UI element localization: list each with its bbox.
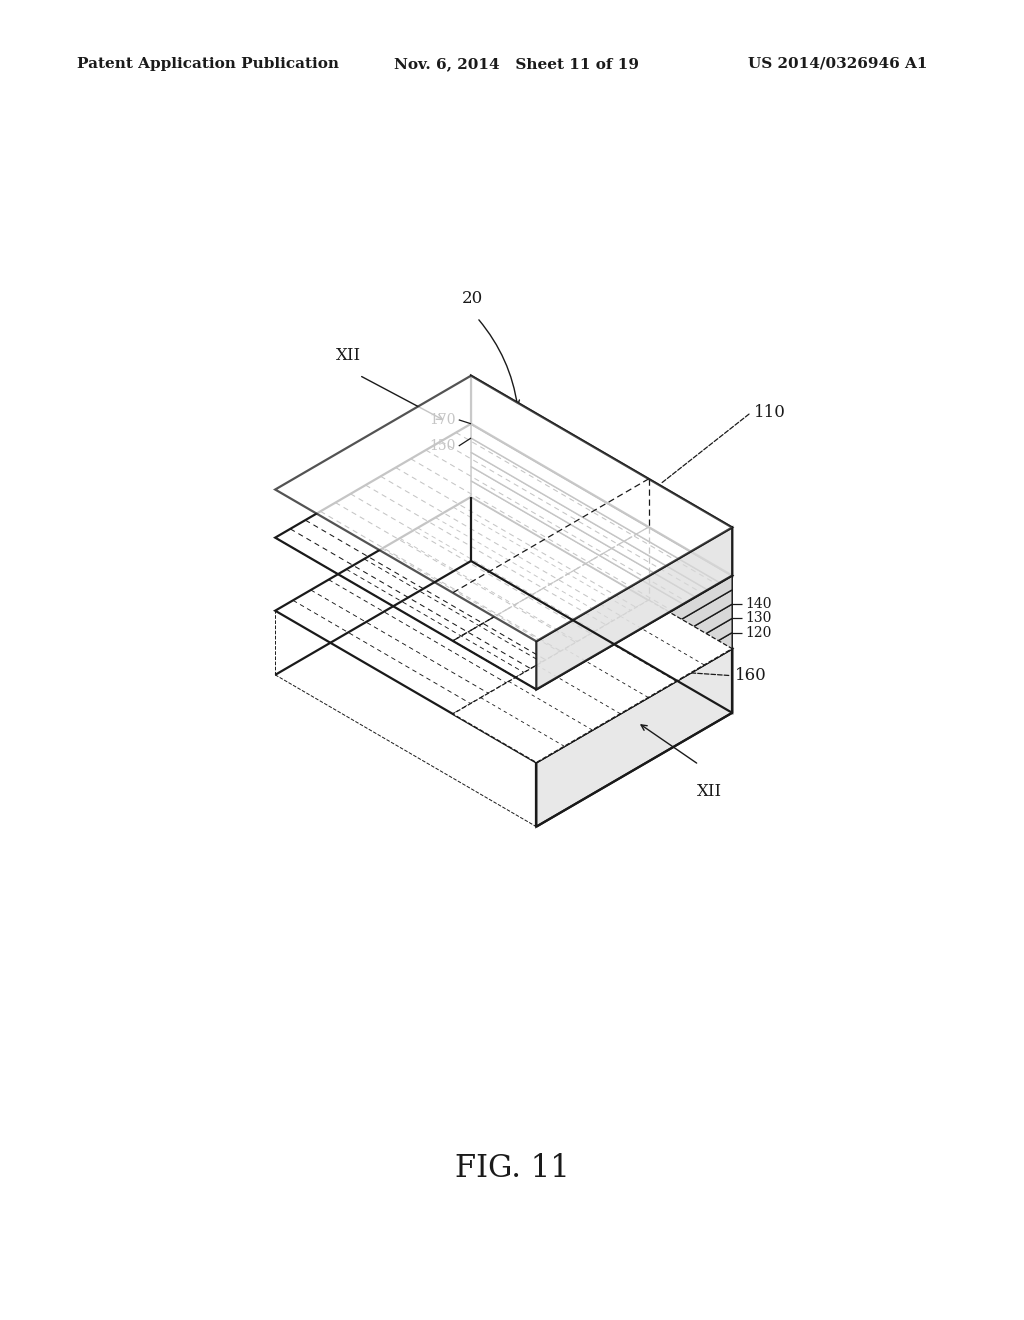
Polygon shape [453, 601, 732, 763]
Polygon shape [471, 424, 732, 590]
Text: US 2014/0326946 A1: US 2014/0326946 A1 [748, 57, 927, 71]
Text: 140: 140 [745, 597, 772, 611]
Text: 120: 120 [745, 626, 772, 640]
Polygon shape [537, 648, 732, 826]
Polygon shape [471, 376, 732, 576]
Text: 20: 20 [462, 290, 482, 308]
Text: XII: XII [696, 783, 722, 800]
Polygon shape [537, 528, 732, 689]
Text: 130: 130 [745, 611, 772, 626]
Text: Nov. 6, 2014   Sheet 11 of 19: Nov. 6, 2014 Sheet 11 of 19 [394, 57, 639, 71]
Polygon shape [537, 590, 732, 718]
Polygon shape [275, 496, 732, 763]
Polygon shape [471, 496, 732, 713]
Text: 110: 110 [755, 404, 786, 421]
Polygon shape [471, 453, 732, 618]
Text: Patent Application Publication: Patent Application Publication [77, 57, 339, 71]
Text: FIG. 11: FIG. 11 [455, 1152, 569, 1184]
Text: XII: XII [337, 347, 361, 364]
Polygon shape [471, 438, 732, 605]
Text: 100: 100 [328, 615, 360, 631]
Polygon shape [537, 632, 732, 763]
Text: 160: 160 [734, 667, 766, 684]
Text: 150: 150 [429, 440, 456, 453]
Polygon shape [471, 466, 732, 632]
Polygon shape [275, 376, 732, 642]
Polygon shape [537, 576, 732, 704]
Polygon shape [537, 618, 732, 747]
Polygon shape [537, 605, 732, 733]
Polygon shape [471, 480, 732, 648]
Text: 170: 170 [429, 413, 456, 426]
